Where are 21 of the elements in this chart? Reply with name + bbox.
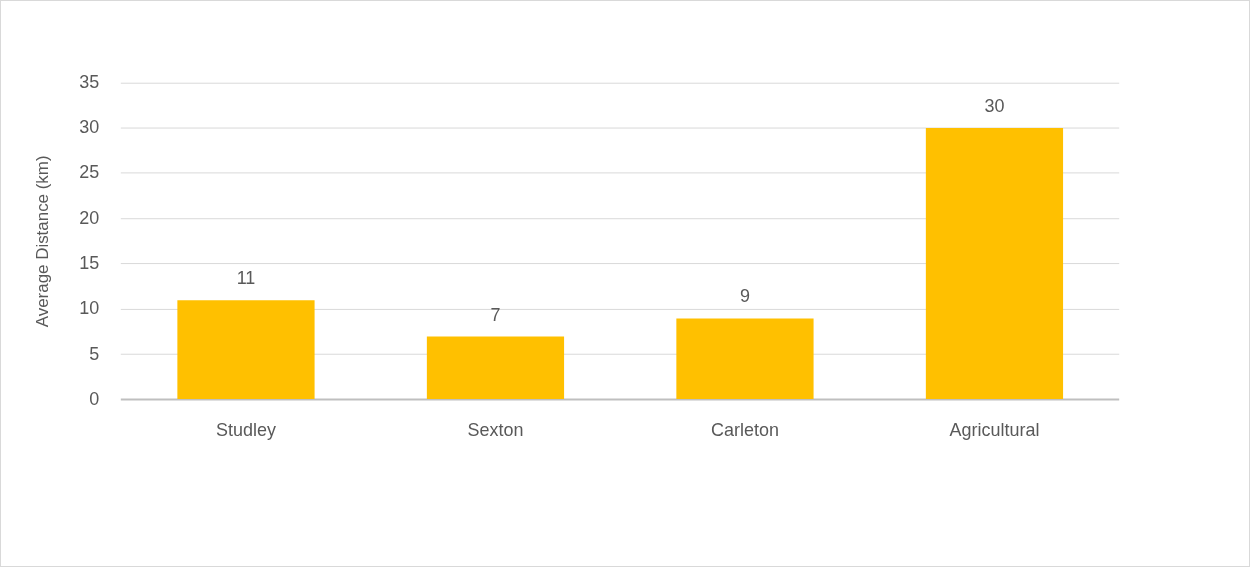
y-tick-label: 30	[79, 117, 100, 137]
bar	[177, 300, 315, 399]
y-tick-label: 35	[79, 71, 100, 92]
y-axis-title: Average Distance (km)	[32, 155, 52, 328]
x-tick-label: Studley	[216, 419, 276, 440]
bar	[676, 318, 814, 399]
y-tick-label: 0	[89, 388, 100, 409]
y-tick-label: 5	[89, 343, 100, 364]
y-tick-label: 20	[79, 207, 100, 228]
x-tick-label: Sexton	[467, 419, 524, 440]
x-tick-label: Agricultural	[949, 419, 1040, 440]
bar	[925, 128, 1064, 399]
y-tick-label: 25	[79, 162, 100, 183]
data-label: 30	[984, 96, 1005, 117]
y-tick-label: 15	[79, 252, 100, 273]
data-label: 9	[739, 286, 750, 307]
data-label: 11	[236, 268, 256, 289]
y-tick-label: 10	[79, 298, 100, 319]
data-label: 7	[490, 304, 501, 325]
bar	[426, 336, 565, 399]
x-tick-label: Carleton	[711, 419, 779, 440]
